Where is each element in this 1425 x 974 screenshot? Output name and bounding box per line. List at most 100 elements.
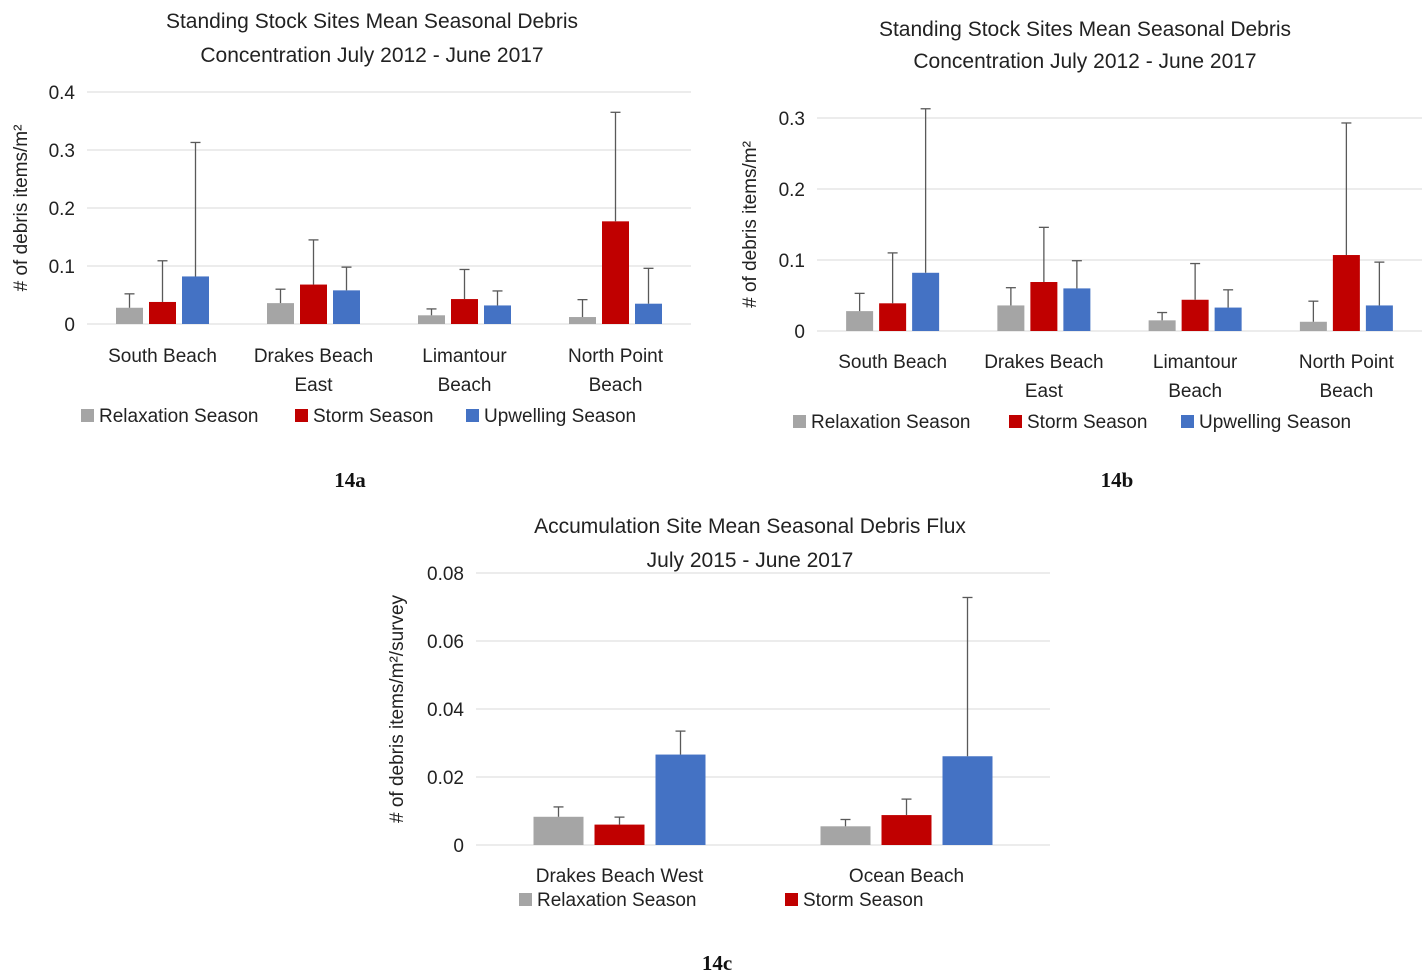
- legend-label: Storm Season: [313, 406, 433, 427]
- bar: [846, 311, 874, 331]
- y-tick-label: 0: [453, 836, 464, 857]
- legend-label: Upwelling Season: [484, 406, 636, 427]
- bar: [182, 276, 209, 324]
- category-label: Ocean Beach: [849, 866, 964, 887]
- bar: [1299, 321, 1327, 331]
- y-tick-label: 0.2: [49, 199, 75, 220]
- bar: [602, 221, 629, 324]
- bar: [300, 284, 327, 324]
- chart-14c: Accumulation Site Mean Seasonal Debris F…: [387, 515, 1050, 974]
- series-relaxation-season: [533, 806, 871, 845]
- category-label: South Beach: [108, 346, 217, 367]
- category-label: Drakes Beach: [254, 346, 373, 367]
- y-tick-label: 0.3: [49, 141, 75, 162]
- panel-label: 14c: [702, 951, 732, 974]
- chart-title-line: Accumulation Site Mean Seasonal Debris F…: [534, 515, 966, 538]
- bar: [594, 824, 645, 845]
- legend-label: Relaxation Season: [537, 890, 697, 911]
- legend-item: Relaxation Season: [519, 890, 697, 911]
- legend-swatch: [1181, 415, 1194, 428]
- y-tick-label: 0: [64, 315, 75, 336]
- category-label: Limantour: [1153, 352, 1238, 373]
- y-axis-label: # of debris items/m²: [740, 141, 761, 308]
- category-label: Beach: [1168, 381, 1222, 402]
- bar: [1365, 305, 1393, 331]
- bar: [1214, 307, 1242, 331]
- y-axis-label: # of debris items/m²/survey: [387, 594, 408, 823]
- series-storm-season: [594, 798, 932, 845]
- bar: [881, 815, 932, 845]
- legend-item: Upwelling Season: [466, 406, 636, 427]
- legend-swatch: [519, 893, 532, 906]
- category-label: East: [294, 375, 333, 396]
- legend-swatch: [1009, 415, 1022, 428]
- bar: [942, 756, 993, 845]
- category-label: Beach: [438, 375, 492, 396]
- legend-swatch: [466, 409, 479, 422]
- bar: [149, 301, 176, 324]
- chart-title-line: Concentration July 2012 - June 2017: [913, 50, 1256, 73]
- legend-swatch: [295, 409, 308, 422]
- series-storm-season: [149, 111, 629, 324]
- y-tick-label: 0.4: [49, 83, 76, 104]
- category-label: Beach: [589, 375, 643, 396]
- legend-label: Relaxation Season: [99, 406, 259, 427]
- bar: [533, 816, 584, 845]
- y-tick-label: 0: [794, 322, 805, 343]
- bar: [1030, 282, 1058, 331]
- y-axis-label: # of debris items/m²: [11, 125, 32, 292]
- chart-title-line: July 2015 - June 2017: [647, 549, 854, 572]
- bar: [879, 303, 907, 331]
- legend-label: Upwelling Season: [1199, 412, 1351, 433]
- legend-label: Relaxation Season: [811, 412, 971, 433]
- legend-item: Relaxation Season: [81, 406, 259, 427]
- y-tick-label: 0.04: [427, 700, 464, 721]
- bar: [569, 317, 596, 324]
- legend-item: Relaxation Season: [793, 412, 971, 433]
- bar: [418, 315, 445, 324]
- bar: [333, 290, 360, 324]
- chart-title-line: Standing Stock Sites Mean Seasonal Debri…: [879, 18, 1291, 41]
- bar: [451, 299, 478, 324]
- chart-14b: Standing Stock Sites Mean Seasonal Debri…: [740, 18, 1422, 492]
- panel-label: 14b: [1101, 468, 1134, 492]
- bar: [912, 272, 940, 331]
- y-tick-label: 0.2: [779, 180, 805, 201]
- series-upwelling-season: [182, 141, 662, 324]
- y-tick-label: 0.06: [427, 632, 464, 653]
- category-label: South Beach: [838, 352, 947, 373]
- bar: [267, 303, 294, 324]
- y-tick-label: 0.02: [427, 768, 464, 789]
- series-upwelling-season: [912, 108, 1393, 331]
- y-tick-label: 0.3: [779, 109, 805, 130]
- bar: [655, 754, 706, 845]
- y-tick-label: 0.08: [427, 564, 464, 585]
- legend-swatch: [793, 415, 806, 428]
- legend-item: Upwelling Season: [1181, 412, 1351, 433]
- bar: [997, 305, 1025, 331]
- series-upwelling-season: [655, 596, 993, 845]
- bar: [484, 305, 511, 324]
- category-label: North Point: [568, 346, 664, 367]
- category-label: Beach: [1319, 381, 1373, 402]
- legend-swatch: [785, 893, 798, 906]
- bar: [1181, 299, 1209, 331]
- series-storm-season: [879, 122, 1360, 331]
- chart-14a: Standing Stock Sites Mean Seasonal Debri…: [11, 10, 691, 492]
- legend-label: Storm Season: [1027, 412, 1147, 433]
- bar: [820, 826, 871, 845]
- series-relaxation-season: [116, 288, 596, 324]
- chart-title-line: Concentration July 2012 - June 2017: [200, 44, 543, 67]
- y-tick-label: 0.1: [779, 251, 805, 272]
- category-label: Drakes Beach: [984, 352, 1103, 373]
- legend-label: Storm Season: [803, 890, 923, 911]
- panel-label: 14a: [334, 468, 366, 492]
- y-tick-label: 0.1: [49, 257, 75, 278]
- legend-item: Storm Season: [295, 406, 433, 427]
- legend-item: Storm Season: [1009, 412, 1147, 433]
- category-label: Limantour: [422, 346, 507, 367]
- series-relaxation-season: [846, 287, 1327, 331]
- bar: [1063, 288, 1091, 331]
- category-label: Drakes Beach West: [536, 866, 704, 887]
